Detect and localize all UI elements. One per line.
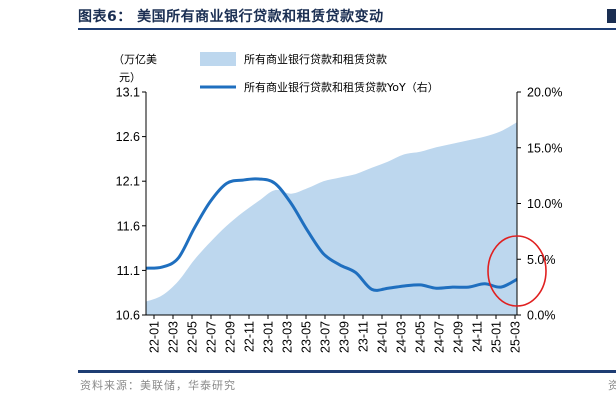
left-tick-label: 12.6 [116, 130, 140, 144]
line-layer [145, 177, 518, 292]
highlight-circle [487, 235, 547, 307]
x-tick-label: 25-03 [509, 321, 523, 353]
x-tick-label: 24-01 [376, 321, 390, 353]
x-tick-label: 22-07 [205, 321, 219, 353]
x-tick-label: 22-11 [243, 321, 257, 352]
x-tick-label: 24-07 [433, 321, 447, 353]
right-edge-mark [607, 9, 616, 23]
left-axis-unit-line2: 元） [119, 71, 141, 84]
right-tick-label: 15.0% [527, 141, 562, 155]
right-tick-label: 5.0% [527, 253, 556, 267]
left-tick-label: 12.1 [116, 175, 140, 189]
x-tick-label: 22-09 [224, 321, 238, 353]
x-tick-label: 22-01 [148, 321, 162, 353]
right-tick-label: 20.0% [527, 86, 562, 100]
left-axis-unit-line1: （万亿美 [113, 53, 157, 66]
x-tick-label: 24-05 [414, 321, 428, 353]
right-tick-label: 10.0% [527, 197, 562, 211]
x-tick-label: 23-09 [338, 321, 352, 353]
left-tick-label: 11.6 [117, 219, 140, 233]
legend-swatch-area [200, 52, 236, 66]
source-note: 资料来源：美联储，华泰研究 [80, 379, 236, 392]
left-tick-label: 11.1 [117, 264, 140, 278]
x-tick-label: 23-01 [262, 321, 276, 353]
x-tick-label: 22-05 [186, 321, 200, 353]
source-note-cut: 资 [608, 379, 616, 392]
x-tick-label: 24-11 [471, 321, 485, 352]
x-tick-label: 23-11 [357, 321, 371, 352]
x-tick-label: 25-01 [490, 321, 504, 353]
legend-label-line: 所有商业银行贷款和租赁贷款YoY（右） [244, 80, 439, 94]
title-rule [78, 28, 616, 30]
x-tick-label: 22-03 [167, 321, 181, 353]
line-series-yoy [145, 177, 518, 292]
figure-title: 图表6： 美国所有商业银行贷款和租赁贷款变动 [78, 9, 384, 25]
left-tick-label: 10.6 [116, 309, 140, 323]
x-tick-label: 24-09 [452, 321, 466, 353]
x-tick-label: 23-07 [319, 321, 333, 353]
source-rule [78, 370, 616, 373]
area-series-loans [146, 122, 517, 315]
right-tick-label: 0.0% [527, 309, 556, 323]
x-tick-label: 23-05 [300, 321, 314, 353]
x-tick-label: 23-03 [281, 321, 295, 353]
annotation-layer [487, 235, 547, 307]
left-tick-label: 13.1 [116, 86, 140, 100]
x-tick-label: 24-03 [395, 321, 409, 353]
axes-layer: 13.1 12.6 12.1 11.6 11.1 10.6 20.0% 15.0% 10.0% 5… [113, 53, 562, 353]
area-layer [146, 122, 517, 315]
legend-label-area: 所有商业银行贷款和租赁贷款 [244, 52, 387, 66]
